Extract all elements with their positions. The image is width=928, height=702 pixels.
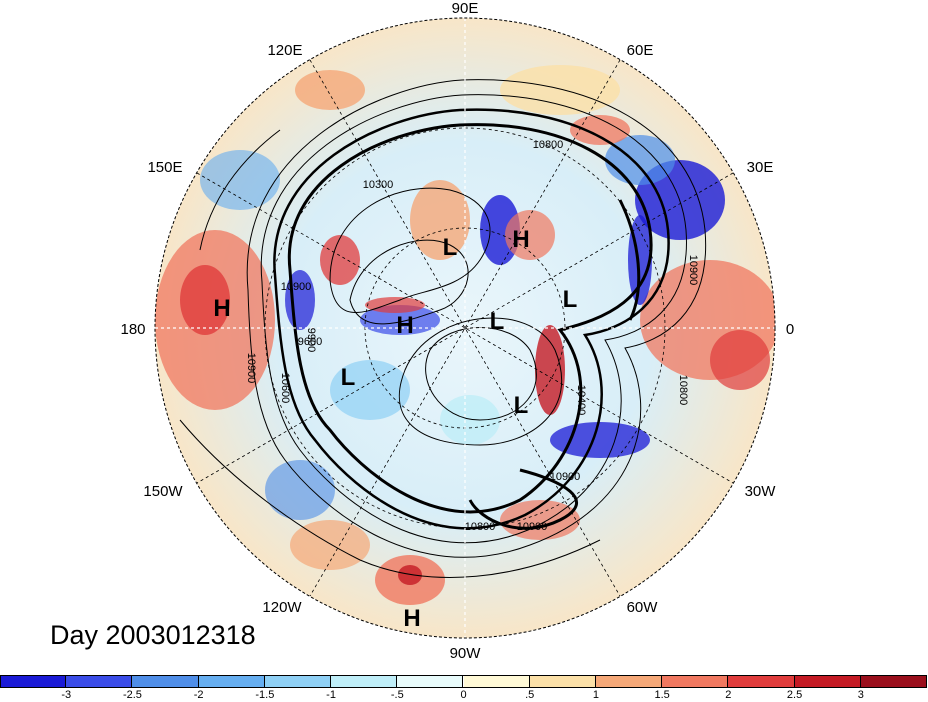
lon-label-150e: 150E xyxy=(147,159,182,176)
day-title: Day 2003012318 xyxy=(50,620,256,650)
contour-label: 10600 xyxy=(279,373,291,404)
lon-label-150w: 150W xyxy=(143,483,183,500)
lon-label-30w: 30W xyxy=(745,483,777,500)
colorbar-box xyxy=(0,675,67,688)
contour-label: 10800 xyxy=(533,139,564,151)
colorbar-tick-label: .5 xyxy=(525,689,535,701)
contour-label: 9900 xyxy=(305,328,317,352)
colorbar-tick-label: 2 xyxy=(725,689,732,701)
pressure-center-low: L xyxy=(563,286,578,313)
pressure-centers: H L H H H L L L L xyxy=(213,226,577,632)
contour-labels: 10800 10300 9900 10900 10600 9600 10400 … xyxy=(245,139,699,533)
longitude-labels: 90E 60E 30E 0 30W 60W 90W 120W 150W 180 … xyxy=(120,0,794,662)
contour-label: 10900 xyxy=(550,471,581,483)
colorbar-box xyxy=(66,675,133,688)
colorbar-tick-label: 2.5 xyxy=(786,689,803,701)
contour-label: 10800 xyxy=(465,521,496,533)
colorbar-box xyxy=(595,675,663,688)
lon-label-30e: 30E xyxy=(747,159,774,176)
colorbar-box xyxy=(264,675,332,688)
lon-label-90e: 90E xyxy=(452,0,479,17)
colorbar-tick-label: -2.5 xyxy=(122,689,142,701)
pressure-center-high: H xyxy=(512,226,529,253)
contour-label: 10900 xyxy=(281,281,312,293)
polar-map: 90E 60E 30E 0 30W 60W 90W 120W 150W 180 … xyxy=(120,0,794,662)
colorbar-tick-label: 0 xyxy=(460,689,467,701)
lon-label-120w: 120W xyxy=(262,599,302,616)
pressure-center-low: L xyxy=(341,364,356,391)
contour-label: 10900 xyxy=(687,255,699,286)
graticule xyxy=(155,18,775,638)
contour-label: 10400 xyxy=(575,385,587,416)
contour-label: 9600 xyxy=(298,336,322,348)
pressure-center-low: L xyxy=(490,308,505,335)
lon-label-120e: 120E xyxy=(267,42,302,59)
lon-label-0: 0 xyxy=(786,321,794,338)
colorbar-tick-label: -1 xyxy=(326,689,336,701)
colorbar-tick-label: -.5 xyxy=(390,689,404,701)
colorbar-box xyxy=(529,675,596,688)
colorbar-box xyxy=(132,675,199,688)
colorbar-box xyxy=(397,675,464,688)
pressure-center-high: H xyxy=(403,605,420,632)
lon-label-90w: 90W xyxy=(450,645,482,662)
colorbar-box xyxy=(794,675,861,688)
colorbar-tick-label: 1 xyxy=(592,689,599,701)
lon-label-180: 180 xyxy=(120,321,145,338)
contour-label: 10800 xyxy=(677,375,689,406)
colorbar-tick-label: 1.5 xyxy=(654,689,670,701)
contour-label: 10900 xyxy=(517,521,548,533)
pressure-center-low: L xyxy=(514,392,529,419)
colorbar-tick-label: -1.5 xyxy=(255,689,275,701)
lon-label-60w: 60W xyxy=(627,599,659,616)
height-contours xyxy=(179,79,707,578)
colorbar-tick-label: -2 xyxy=(193,689,204,701)
contour-label: 10900 xyxy=(245,353,257,384)
colorbar-box xyxy=(331,675,398,688)
contour-label: 10300 xyxy=(363,179,394,191)
colorbar-box xyxy=(728,675,795,688)
colorbar: -3 -2.5 -2 -1.5 -1 -.5 0 .5 1 1.5 2 2.5 3 xyxy=(0,675,928,702)
pressure-center-high: H xyxy=(396,312,413,339)
map-boundary xyxy=(154,17,776,639)
colorbar-box xyxy=(463,675,530,688)
colorbar-box xyxy=(662,675,729,688)
pressure-center-high: H xyxy=(213,295,230,322)
pressure-center-low: L xyxy=(443,234,458,261)
lon-label-60e: 60E xyxy=(627,42,654,59)
colorbar-tick-label: 3 xyxy=(857,689,864,701)
colorbar-box xyxy=(860,675,927,688)
colorbar-box xyxy=(198,675,265,688)
colorbar-tick-label: -3 xyxy=(61,689,72,701)
